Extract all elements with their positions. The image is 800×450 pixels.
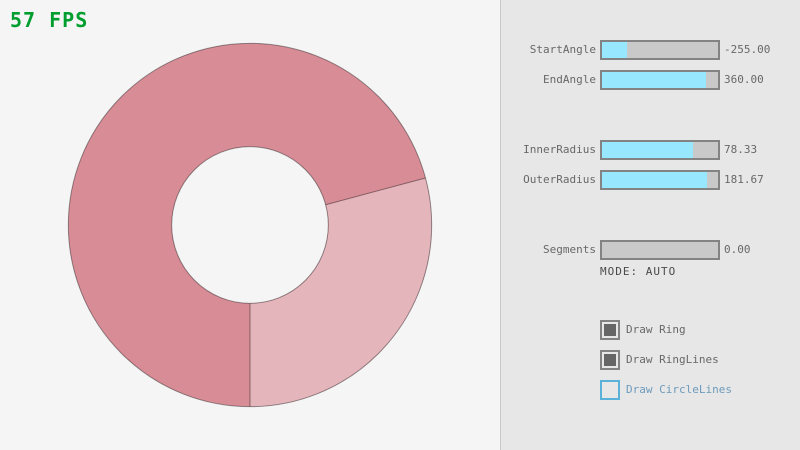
slider-label-innerradius: InnerRadius	[523, 143, 596, 156]
checkbox-draw-ringlines-checkmark	[604, 354, 616, 366]
slider-outerradius-fill	[602, 172, 708, 188]
slider-endangle[interactable]	[600, 70, 720, 90]
slider-value-startangle: -255.00	[724, 43, 771, 56]
checkbox-draw-ring[interactable]	[600, 320, 620, 340]
slider-label-startangle: StartAngle	[529, 43, 596, 56]
slider-startangle[interactable]	[600, 40, 720, 60]
slider-label-outerradius: OuterRadius	[523, 173, 596, 186]
checkbox-label-draw-ringlines[interactable]: Draw RingLines	[626, 353, 719, 366]
slider-innerradius-fill	[602, 142, 693, 158]
ring-radial-lines	[249, 177, 426, 407]
checkbox-draw-ring-checkmark	[604, 324, 616, 336]
slider-outerradius[interactable]	[600, 170, 720, 190]
ring-canvas	[67, 42, 433, 408]
slider-label-endangle: EndAngle	[543, 73, 596, 86]
slider-value-innerradius: 78.33	[724, 143, 758, 156]
checkbox-draw-circlelines[interactable]	[600, 380, 620, 400]
ring-inner-line	[171, 146, 329, 304]
checkbox-label-draw-circlelines[interactable]: Draw CircleLines	[626, 383, 732, 396]
slider-value-outerradius: 181.67	[724, 173, 764, 186]
mode-status-text: MODE: AUTO	[600, 265, 677, 278]
slider-innerradius[interactable]	[600, 140, 720, 160]
checkbox-draw-ringlines[interactable]	[600, 350, 620, 370]
fps-counter: 57 FPS	[10, 8, 89, 32]
slider-value-endangle: 360.00	[724, 73, 764, 86]
slider-segments[interactable]	[600, 240, 720, 260]
slider-startangle-fill	[602, 42, 628, 58]
slider-value-segments: 0.00	[724, 243, 751, 256]
ring-outer-line	[67, 42, 433, 408]
slider-endangle-fill	[602, 72, 707, 88]
checkbox-label-draw-ring[interactable]: Draw Ring	[626, 323, 686, 336]
slider-label-segments: Segments	[543, 243, 596, 256]
ring-sector-single	[250, 177, 432, 407]
